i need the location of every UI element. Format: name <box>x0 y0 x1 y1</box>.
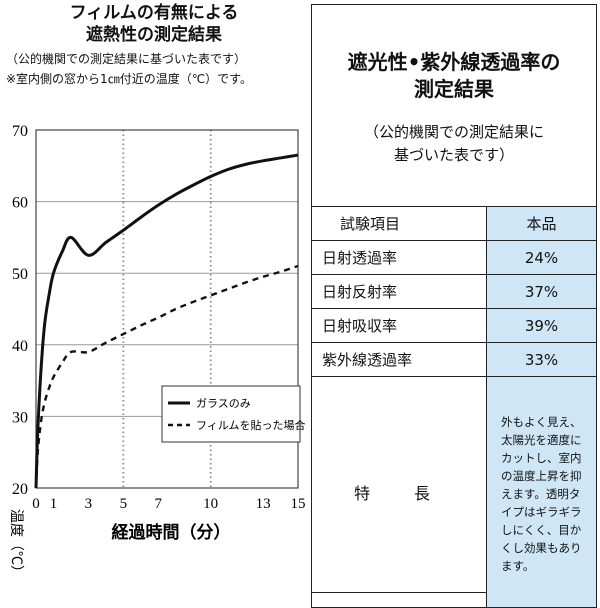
spec-subtitle-line1: （公的機関での測定結果に <box>363 123 544 141</box>
spec-table: 試験項目 本品 日射透過率 24% 日射反射率 37% 日射吸収率 39% 紫外… <box>311 206 597 608</box>
y-tick-label: 20 <box>12 481 28 498</box>
table-row: 日射反射率 37% <box>311 274 597 309</box>
feature-label: 特 長 <box>311 376 487 608</box>
legend-box <box>161 385 301 443</box>
chart-note-source: （公的機関での測定結果に基づいた表です） <box>6 52 247 66</box>
x-axis-label: 経過時間（分） <box>112 522 231 543</box>
spec-title-line2: 測定結果 <box>414 77 494 101</box>
spec-title: 遮光性•紫外線透過率の 測定結果 <box>312 49 596 103</box>
chart-note-measure: ※室内側の窓から1㎝付近の温度（℃）です。 <box>6 72 252 86</box>
chart-title-line2: 遮熱性の測定結果 <box>86 25 222 45</box>
series-line-0 <box>34 153 299 489</box>
table-row: 紫外線透過率 33% <box>311 342 597 377</box>
series-line-1 <box>34 264 299 489</box>
legend-label: フィルムを貼った場合 <box>196 418 306 432</box>
x-tick-label: 7 <box>155 496 163 512</box>
x-tick-label: 15 <box>291 496 306 512</box>
feature-text-cell: 外もよく見え、太陽光を適度にカットし、室内の温度上昇を抑えます。透明タイプはギラ… <box>486 376 597 608</box>
chart-panel: フィルムの有無による 遮熱性の測定結果 （公的機関での測定結果に基づいた表です）… <box>6 3 306 580</box>
row-label: 日射透過率 <box>311 240 487 275</box>
spec-subtitle-line2: 基づいた表です） <box>393 146 514 164</box>
row-value: 39% <box>486 308 597 343</box>
x-tick-label: 10 <box>203 496 218 512</box>
y-tick-label: 60 <box>12 195 28 212</box>
chart-title-line1: フィルムの有無による <box>69 3 239 23</box>
table-row: 日射吸収率 39% <box>311 308 597 343</box>
row-label: 日射吸収率 <box>311 308 487 343</box>
y-axis-label: 温度（℃） <box>8 509 24 579</box>
row-value: 33% <box>486 342 597 377</box>
spec-panel: 遮光性•紫外線透過率の 測定結果 （公的機関での測定結果に 基づいた表です） 試… <box>311 4 597 608</box>
spec-title-line1: 遮光性•紫外線透過率の <box>347 50 561 74</box>
row-label: 日射反射率 <box>311 274 487 309</box>
row-value: 37% <box>486 274 597 309</box>
x-tick-label: 3 <box>85 496 93 512</box>
x-tick-label: 0 <box>32 496 40 512</box>
y-tick-label: 30 <box>12 409 28 426</box>
spec-subtitle: （公的機関での測定結果に 基づいた表です） <box>312 121 596 167</box>
legend-label: ガラスのみ <box>196 397 251 410</box>
x-tick-label: 1 <box>50 496 58 512</box>
y-tick-label: 70 <box>12 123 28 140</box>
y-tick-label: 50 <box>12 266 28 283</box>
y-tick-label: 40 <box>12 338 28 355</box>
plot-frame <box>35 129 299 489</box>
feature-text: 外もよく見え、太陽光を適度にカットし、室内の温度上昇を抑えます。透明タイプはギラ… <box>501 415 582 573</box>
feature-row: 特 長 外もよく見え、太陽光を適度にカットし、室内の温度上昇を抑えます。透明タイ… <box>311 376 597 608</box>
row-value: 24% <box>486 240 597 275</box>
header-item-cell: 試験項目 <box>311 206 487 241</box>
header-value-cell: 本品 <box>486 206 597 241</box>
table-header-row: 試験項目 本品 <box>311 206 597 241</box>
row-label: 紫外線透過率 <box>311 342 487 377</box>
x-tick-label: 13 <box>256 496 271 512</box>
x-tick-label: 5 <box>120 496 128 512</box>
table-row: 日射透過率 24% <box>311 240 597 275</box>
